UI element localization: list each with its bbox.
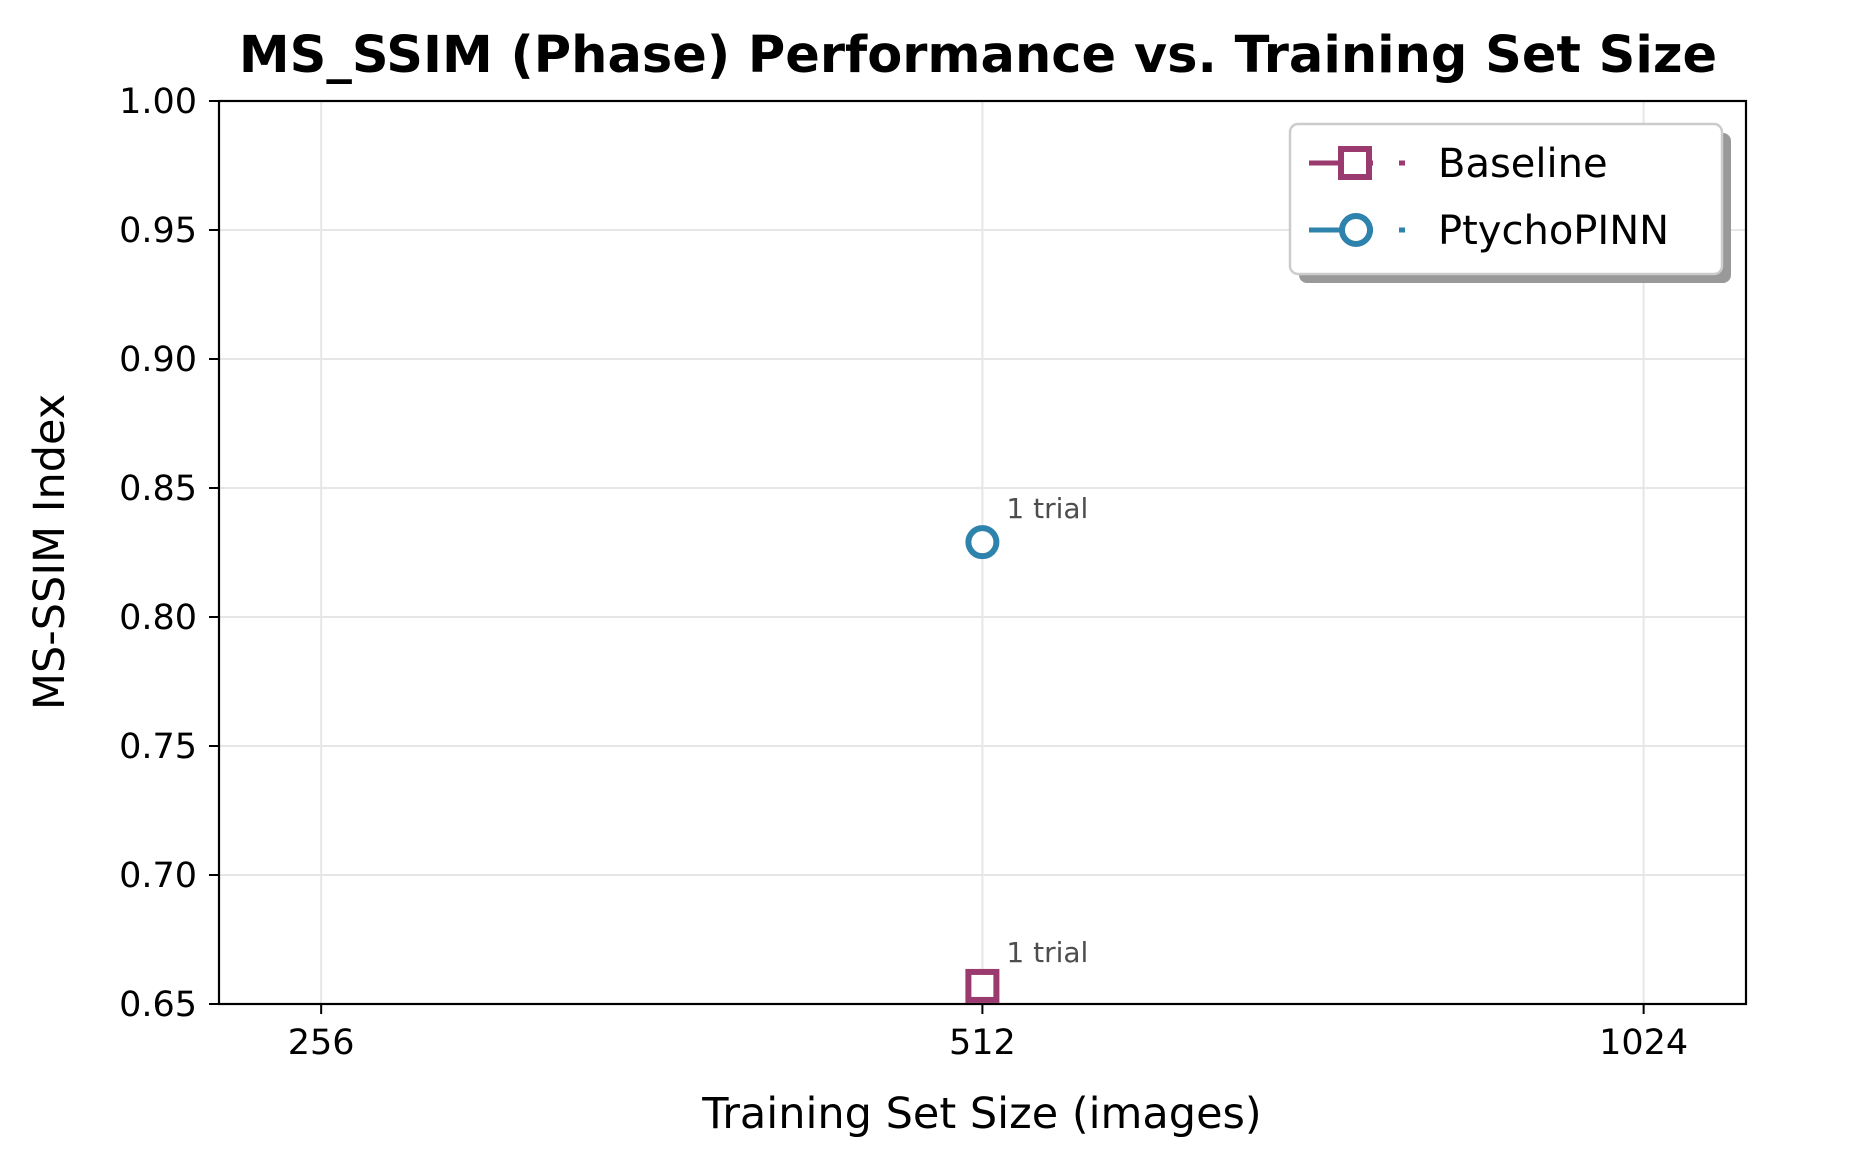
legend-box [1288,122,1724,276]
y-tick-label: 0.95 [119,211,197,251]
baseline-annotation: 1 trial [1006,936,1088,969]
y-tick-label: 0.75 [119,727,197,767]
baseline-marker [965,968,1000,1003]
legend-ptychopinn-marker [1339,213,1373,247]
x-tick-label: 512 [949,1023,1016,1063]
y-tick-label: 1.00 [119,82,197,122]
y-tick-label: 0.70 [119,856,197,896]
y-tick-label: 0.65 [119,985,197,1025]
ptychopinn-annotation: 1 trial [1006,492,1088,525]
annotations-layer: 1 trial 1 trial [1006,492,1088,969]
legend: Baseline PtychoPINN [1288,122,1731,283]
ticks-layer: 256 512 1024 0.65 0.70 0.75 0.80 0.85 0.90 0.95 1.… [119,82,1688,1063]
y-tick-label: 0.90 [119,340,197,380]
y-axis-label: MS-SSIM Index [25,394,75,710]
x-tick-label: 256 [288,1023,355,1063]
ptychopinn-marker [965,525,1000,560]
y-tick-label: 0.80 [119,598,197,638]
y-tick-label: 0.85 [119,469,197,509]
legend-baseline-marker [1338,146,1372,180]
x-tick-label: 1024 [1599,1023,1688,1063]
legend-baseline-label: Baseline [1438,141,1608,187]
legend-entries: Baseline PtychoPINN [1309,141,1669,254]
legend-ptychopinn-label: PtychoPINN [1438,208,1669,254]
x-axis-label: Training Set Size (images) [701,1089,1261,1139]
chart-title: MS_SSIM (Phase) Performance vs. Training… [239,26,1717,85]
points-layer [965,525,1000,1003]
